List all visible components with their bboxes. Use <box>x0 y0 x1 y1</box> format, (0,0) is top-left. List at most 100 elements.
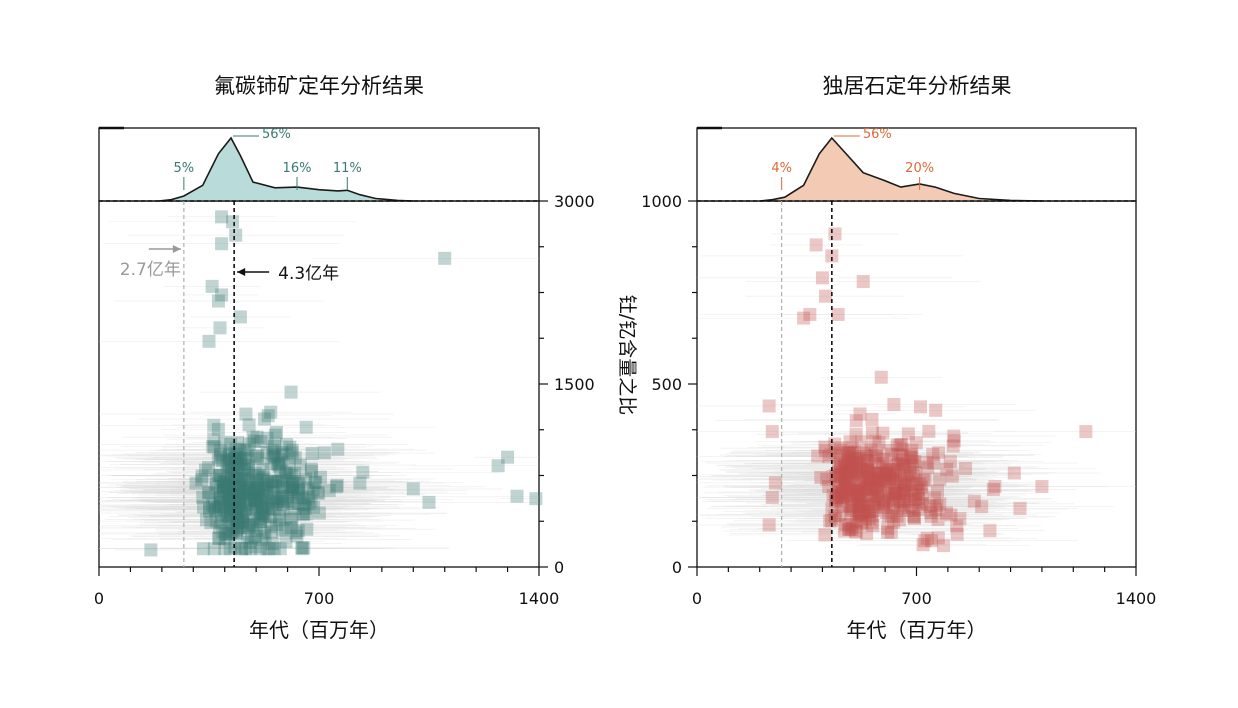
scatter-point <box>235 542 249 556</box>
scatter-point <box>237 508 251 522</box>
scatter-point <box>235 504 249 518</box>
scatter-point <box>265 537 279 551</box>
scatter-point <box>849 488 863 502</box>
scatter-point <box>835 486 849 500</box>
scatter-point <box>331 442 345 456</box>
scatter-point <box>264 520 278 534</box>
scatter-point <box>908 455 922 469</box>
scatter-point <box>864 472 878 486</box>
scatter-point <box>266 448 280 462</box>
density-area <box>158 138 414 201</box>
scatter-point <box>290 529 304 543</box>
y-tick-label: 3000 <box>554 192 595 211</box>
scatter-point <box>877 452 891 466</box>
scatter-point <box>889 473 903 487</box>
scatter-point <box>866 471 880 485</box>
scatter-point <box>908 488 922 502</box>
scatter-point <box>852 479 866 493</box>
scatter-point <box>230 510 244 524</box>
scatter-point <box>257 496 271 510</box>
scatter-point <box>268 428 282 442</box>
scatter-point <box>907 493 921 507</box>
scatter-point <box>292 477 306 491</box>
scatter-point <box>202 485 216 499</box>
scatter-point <box>282 480 296 494</box>
scatter-point <box>262 542 276 556</box>
scatter-point <box>300 522 314 536</box>
scatter-point <box>221 480 235 494</box>
scatter-point <box>204 516 218 530</box>
scatter-point <box>237 472 251 486</box>
scatter-point <box>202 486 216 500</box>
scatter-point <box>845 457 859 471</box>
y-tick-label: 500 <box>651 375 682 394</box>
scatter-point <box>853 462 867 476</box>
scatter-point <box>249 486 263 500</box>
scatter-point <box>254 494 268 508</box>
scatter-point <box>864 504 878 518</box>
scatter-point <box>234 456 248 470</box>
scatter-point <box>819 444 833 458</box>
scatter-point <box>852 507 866 521</box>
scatter-point <box>865 426 879 440</box>
scatter-point <box>288 451 302 465</box>
scatter-point <box>196 542 210 556</box>
peak-label: 20% <box>905 161 934 176</box>
scatter-point <box>254 494 268 508</box>
scatter-point <box>870 487 884 501</box>
x-tick-label: 0 <box>692 589 702 608</box>
scatter-point <box>308 475 322 489</box>
scatter-point <box>893 495 907 509</box>
scatter-point <box>251 449 265 463</box>
scatter-point <box>762 399 776 413</box>
scatter-point <box>897 469 911 483</box>
scatter-point <box>282 453 296 467</box>
density-area <box>759 138 1042 201</box>
scatter-point <box>859 513 873 527</box>
scatter-point <box>249 480 263 494</box>
scatter-point <box>242 473 256 487</box>
scatter-point <box>236 510 250 524</box>
scatter-point <box>841 445 855 459</box>
scatter-point <box>1007 466 1021 480</box>
scatter-point <box>897 486 911 500</box>
scatter-point <box>918 473 932 487</box>
scatter-point <box>265 479 279 493</box>
scatter-point <box>841 465 855 479</box>
scatter-point <box>857 458 871 472</box>
scatter-point <box>229 527 243 541</box>
scatter-point <box>237 502 251 516</box>
scatter-point <box>215 237 229 251</box>
scatter-point <box>246 518 260 532</box>
scatter-point <box>829 469 843 483</box>
scatter-point <box>824 448 838 462</box>
scatter-point <box>271 474 285 488</box>
scatter-point <box>950 527 964 541</box>
scatter-point <box>196 490 210 504</box>
scatter-point <box>242 517 256 531</box>
scatter-point <box>209 502 223 516</box>
scatter-point <box>845 454 859 468</box>
scatter-point <box>825 514 839 528</box>
scatter-point <box>832 471 846 485</box>
scatter-point <box>820 472 834 486</box>
scatter-point <box>845 502 859 516</box>
scatter-point <box>211 294 225 308</box>
scatter-point <box>845 499 859 513</box>
scatter-point <box>852 504 866 518</box>
scatter-point <box>286 474 300 488</box>
scatter-point <box>857 476 871 490</box>
scatter-point <box>270 494 284 508</box>
scatter-point <box>862 472 876 486</box>
scatter-point <box>870 473 884 487</box>
scatter-point <box>914 497 928 511</box>
scatter-point <box>216 453 230 467</box>
scatter-point <box>240 464 254 478</box>
scatter-point <box>217 503 231 517</box>
scatter-point <box>222 496 236 510</box>
scatter-point <box>279 535 293 549</box>
scatter-point <box>850 487 864 501</box>
scatter-point <box>848 464 862 478</box>
scatter-point <box>249 498 263 512</box>
scatter-point <box>862 466 876 480</box>
